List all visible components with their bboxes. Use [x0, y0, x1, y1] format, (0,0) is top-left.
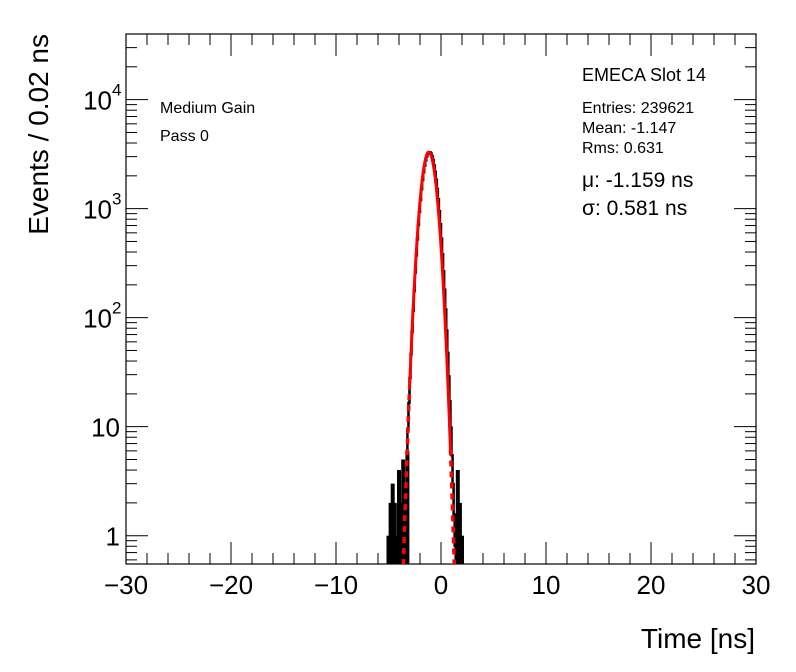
fit-curve-dashed-right — [448, 449, 457, 564]
x-tick-label: 20 — [637, 570, 666, 600]
y-tick-label-base: 10 — [83, 304, 112, 334]
y-tick-label-base: 10 — [83, 195, 112, 225]
y-tick-label-exponent: 3 — [112, 190, 121, 209]
y-tick-label: 1 — [106, 522, 120, 552]
y-tick-label: 10 — [91, 413, 120, 443]
y-axis-ticks — [126, 33, 756, 561]
x-tick-label: 0 — [434, 570, 448, 600]
mean-stat: Mean: -1.147 — [582, 120, 676, 137]
x-axis-ticks — [125, 34, 757, 564]
fit-curve-dashed-left — [401, 389, 412, 564]
x-axis-tick-labels: −30 −20 −10 0 10 20 30 — [104, 570, 771, 600]
x-tick-label: 10 — [532, 570, 561, 600]
y-axis-title: Events / 0.02 ns — [23, 34, 54, 235]
y-tick-label-exponent: 4 — [112, 81, 121, 100]
y-tick-label-base: 10 — [83, 86, 112, 116]
histogram-layer — [386, 151, 464, 564]
gaussian-fit-layer — [401, 150, 457, 564]
x-tick-label: −20 — [209, 570, 253, 600]
fit-mu-label: μ: -1.159 ns — [582, 169, 693, 192]
x-tick-label: −10 — [314, 570, 358, 600]
x-axis-title: Time [ns] — [641, 623, 755, 654]
fit-sigma-label: σ: 0.581 ns — [582, 197, 687, 220]
histogram-core — [406, 151, 457, 564]
pass-label: Pass 0 — [160, 128, 209, 145]
y-tick-label-exponent: 2 — [112, 299, 121, 318]
entries-stat: Entries: 239621 — [582, 100, 694, 117]
slot-label: EMECA Slot 14 — [582, 65, 706, 85]
x-tick-label: 30 — [742, 570, 771, 600]
rms-stat: Rms: 0.631 — [582, 140, 664, 157]
x-tick-label: −30 — [104, 570, 148, 600]
fit-curve-solid — [408, 150, 452, 450]
gain-label: Medium Gain — [160, 100, 255, 117]
